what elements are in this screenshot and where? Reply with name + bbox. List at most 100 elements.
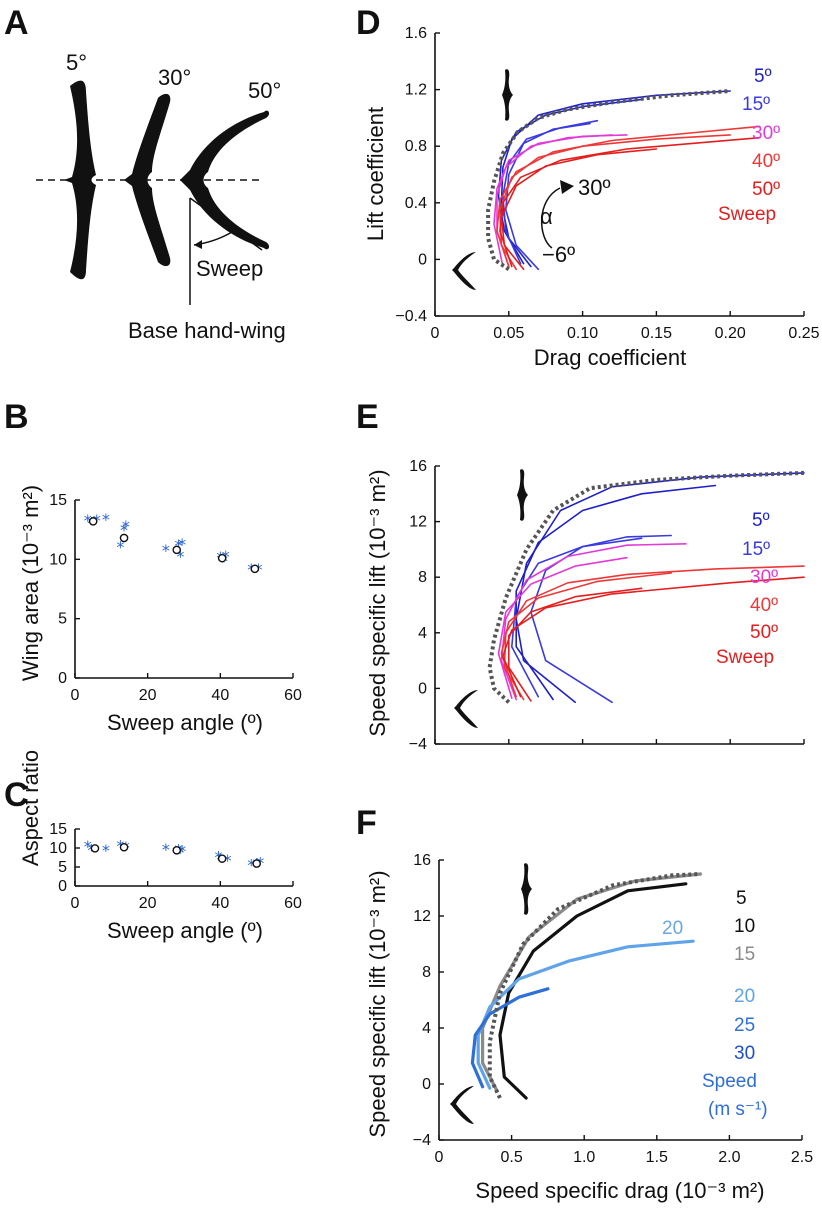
y-tick-label: 5 <box>58 859 67 876</box>
legend-f-15: 15 <box>734 944 755 965</box>
sweep-label: Sweep <box>196 256 263 281</box>
y-tick-label: 5 <box>58 611 67 628</box>
y-tick-label: 1.2 <box>405 82 427 99</box>
panel-d-xlabel: Drag coefficient <box>534 345 686 370</box>
sweep-line-40 <box>496 125 761 268</box>
x-tick-label: 0.5 <box>500 1149 522 1166</box>
y-tick-label: 10 <box>49 551 67 568</box>
mean-point <box>250 564 260 574</box>
x-tick-label: 0.25 <box>788 325 819 342</box>
speed-line-10 <box>498 882 688 1100</box>
wing-30deg-icon <box>124 93 171 267</box>
legend-d-50: 50º <box>752 179 780 200</box>
angle-label-30: 30° <box>158 65 191 90</box>
y-tick-label: 8 <box>418 569 427 586</box>
x-tick-label: 20 <box>139 895 157 912</box>
mean-point <box>252 859 261 868</box>
panel-c-label: C <box>4 776 29 814</box>
panel-c-xlabel: Sweep angle (º) <box>107 918 263 943</box>
x-tick-label: 20 <box>139 687 157 704</box>
legend-f-5: 5 <box>736 888 747 909</box>
y-tick-label: 0.8 <box>405 138 427 155</box>
panel-d: D −0.400.40.81.21.60 0.05 0.10 0.15 0.20 0.25… <box>356 4 820 370</box>
y-tick-label: 0 <box>58 878 67 895</box>
star-point: * <box>162 840 170 859</box>
y-tick-label: −0.4 <box>395 308 427 325</box>
alpha-low-label: −6º <box>542 242 575 267</box>
star-point: * <box>175 536 183 555</box>
star-point: * <box>102 841 110 860</box>
mean-point <box>88 517 98 526</box>
x-tick-label: 0.10 <box>567 325 598 342</box>
x-tick-label: 0 <box>71 687 80 704</box>
star-point: * <box>116 537 124 556</box>
x-tick-label: 60 <box>284 687 302 704</box>
speed-line-25 <box>470 987 550 1089</box>
panel-f-ylabel: Speed specific lift (10⁻³ m²) <box>365 870 390 1137</box>
legend-d-5: 5º <box>754 66 772 87</box>
sweep-line-30 <box>497 556 628 699</box>
wing-50deg-small-icon-e <box>454 690 478 728</box>
sweep-line-5 <box>515 472 805 704</box>
y-tick-label: 0 <box>58 670 67 687</box>
panel-a-label: A <box>4 4 29 42</box>
angle-label-50: 50° <box>248 78 281 103</box>
inline-label-20: 20 <box>662 918 683 939</box>
legend-e-5: 5º <box>752 510 770 531</box>
x-tick-label: 0.05 <box>493 325 524 342</box>
sweep-direction-line <box>189 197 263 251</box>
legend-e-sweep: Sweep <box>716 647 774 668</box>
mean-point <box>172 545 182 555</box>
x-tick-label: 2.0 <box>718 1149 740 1166</box>
panel-b-xlabel: Sweep angle (º) <box>107 710 263 735</box>
panel-d-ylabel: Lift coefficient <box>363 107 388 241</box>
sweep-line-30 <box>500 543 687 701</box>
star-point: * <box>178 535 186 554</box>
y-tick-label: 10 <box>49 840 67 857</box>
legend-e-30: 30º <box>750 567 778 588</box>
star-point: * <box>122 517 130 536</box>
wing-50deg-small-icon-f <box>450 1086 474 1124</box>
panel-d-marks <box>486 89 761 271</box>
x-tick-label: 0 <box>71 895 80 912</box>
alpha-arc-arrow <box>541 187 561 249</box>
x-tick-label: 0 <box>435 1149 444 1166</box>
sweep-line-15 <box>530 534 672 704</box>
x-tick-label: 0 <box>431 325 440 342</box>
wing-5deg-small-icon-f <box>521 863 532 915</box>
x-tick-label: 1.0 <box>573 1149 595 1166</box>
legend-e-40: 40º <box>750 595 778 616</box>
panel-b-ylabel: Wing area (10⁻³ m²) <box>18 485 43 681</box>
panel-c-marks: **************** <box>84 836 265 874</box>
legend-d-40: 40º <box>752 151 780 172</box>
wing-50deg-small-icon <box>452 252 476 290</box>
alpha-arrowhead <box>560 180 574 194</box>
envelope-dotted-line <box>487 872 701 1099</box>
y-tick-label: −4 <box>413 1132 431 1149</box>
star-point: * <box>224 851 232 870</box>
panel-c-ylabel: Aspect ratio <box>18 750 43 866</box>
panel-e-axes: −4 0 4 8 12 16 <box>409 458 805 753</box>
mean-point <box>90 844 100 853</box>
legend-f-20: 20 <box>734 986 755 1007</box>
wing-5deg-small-icon-e <box>517 469 528 521</box>
panel-c-axes: 0 5 10 15 0 20 40 60 <box>49 821 302 912</box>
x-tick-label: 2.5 <box>791 1149 813 1166</box>
x-tick-label: 40 <box>211 895 229 912</box>
x-tick-label: 1.5 <box>646 1149 668 1166</box>
mean-point <box>217 854 227 863</box>
sweep-arc-arrowhead <box>194 240 202 249</box>
star-point: * <box>176 547 184 566</box>
y-tick-label: 0.4 <box>405 195 427 212</box>
angle-label-5: 5° <box>66 50 87 75</box>
y-tick-label: 1.6 <box>405 25 427 42</box>
y-tick-label: 15 <box>49 821 67 838</box>
star-point: * <box>162 541 170 560</box>
y-tick-label: 16 <box>413 852 431 869</box>
star-point: * <box>84 837 92 856</box>
x-tick-label: 0.20 <box>715 325 746 342</box>
sweep-line-15 <box>502 119 599 265</box>
